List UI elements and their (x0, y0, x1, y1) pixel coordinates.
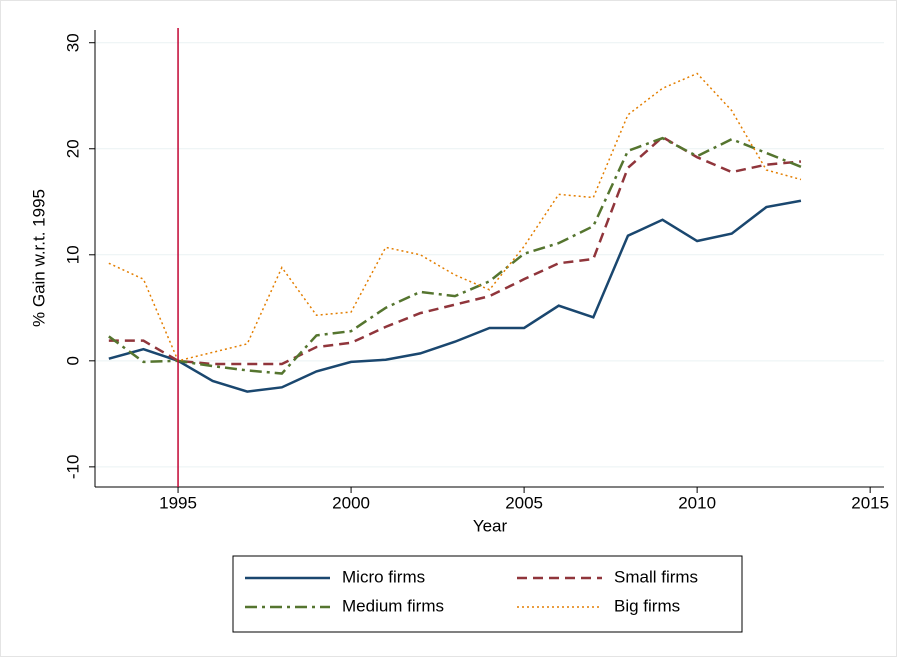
legend-label: Medium firms (342, 596, 444, 615)
legend-label: Big firms (614, 596, 680, 615)
y-tick-label: 30 (63, 33, 82, 52)
x-tick-label: 1995 (159, 493, 197, 512)
y-tick-label: -10 (63, 455, 82, 480)
y-axis-title: % Gain w.r.t. 1995 (29, 189, 48, 327)
series-line (108, 136, 802, 375)
legend-box (232, 555, 743, 633)
y-tick-label: 0 (63, 356, 82, 365)
series-line (108, 199, 802, 393)
legend-label: Small firms (614, 567, 698, 586)
x-tick-label: 2015 (851, 493, 889, 512)
y-tick-label: 20 (63, 139, 82, 158)
x-tick-label: 2010 (678, 493, 716, 512)
legend-label: Micro firms (342, 567, 425, 586)
x-tick-label: 2000 (332, 493, 370, 512)
x-axis-title: Year (473, 516, 508, 535)
y-tick-label: 10 (63, 245, 82, 264)
x-tick-label: 2005 (505, 493, 543, 512)
